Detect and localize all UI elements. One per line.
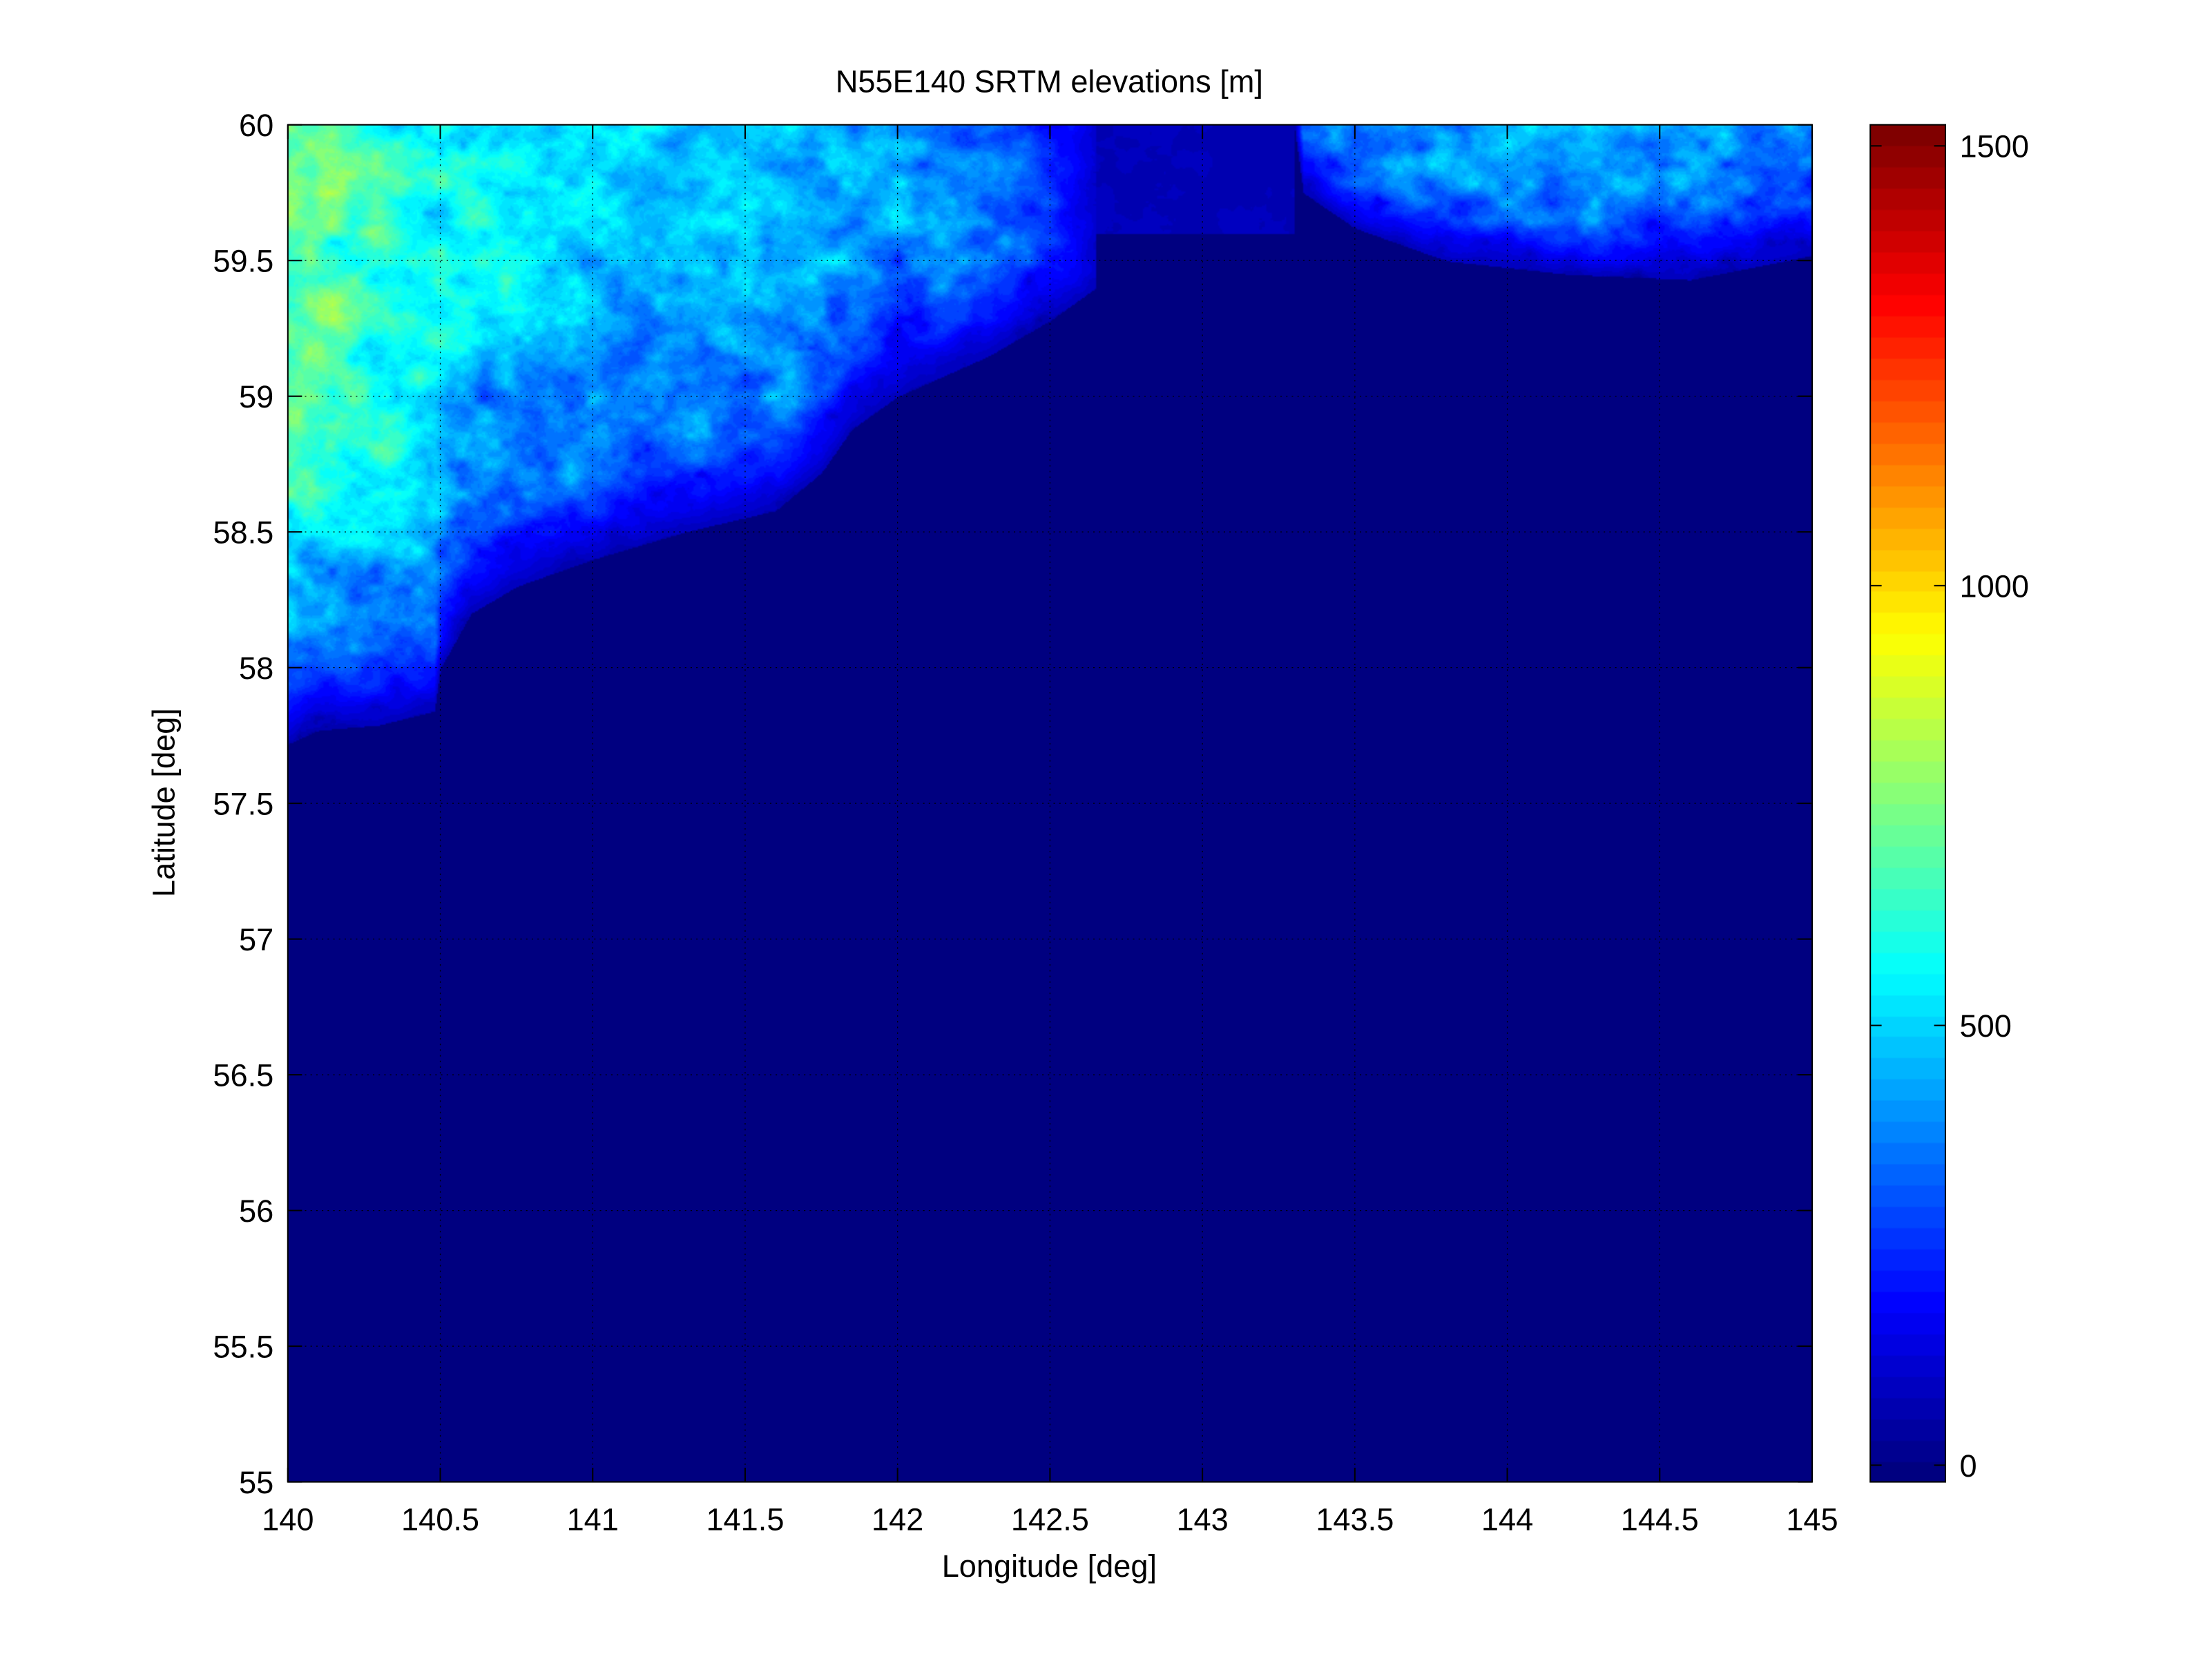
- x-tick-label: 144.5: [1621, 1502, 1699, 1537]
- x-tick-label: 142.5: [1011, 1502, 1089, 1537]
- y-tick-label: 55: [239, 1465, 273, 1500]
- colorbar: [1870, 124, 1945, 1482]
- colorbar-ticks: 0 500 1000 1500: [1870, 129, 2029, 1484]
- elevation-heatmap: [287, 124, 1812, 1482]
- x-tick-label: 143.5: [1316, 1502, 1394, 1537]
- grid-lines: [287, 124, 1812, 1482]
- x-tick-label: 140: [262, 1502, 314, 1537]
- colorbar-frame: [1869, 124, 1947, 1483]
- y-tick-label: 56.5: [213, 1058, 273, 1093]
- x-tick-label: 142: [872, 1502, 923, 1537]
- colorbar-tick-label: 1000: [1960, 568, 2029, 604]
- colorbar-tick-label: 0: [1960, 1448, 1977, 1484]
- chart-title: N55E140 SRTM elevations [m]: [836, 64, 1263, 99]
- plot-frame: [287, 124, 1814, 1483]
- y-tick-label: 58.5: [213, 515, 273, 550]
- y-tick-label: 55.5: [213, 1330, 273, 1365]
- x-tick-label: 141.5: [706, 1502, 784, 1537]
- x-tick-label: 140.5: [401, 1502, 479, 1537]
- y-tick-label: 59: [239, 379, 273, 414]
- x-tick-label: 143: [1176, 1502, 1228, 1537]
- y-tick-label: 59.5: [213, 244, 273, 279]
- y-tick-label: 58: [239, 651, 273, 686]
- y-tick-label: 57: [239, 922, 273, 957]
- x-tick-label: 144: [1481, 1502, 1533, 1537]
- y-tick-label: 57.5: [213, 787, 273, 822]
- axis-ticks: 140 140.5 141 141.5 142 142.5 143 143.5 144 144.5…: [213, 108, 1838, 1537]
- y-tick-label: 56: [239, 1193, 273, 1229]
- y-tick-label: 60: [239, 108, 273, 143]
- x-axis-label: Longitude [deg]: [942, 1548, 1157, 1584]
- y-axis-label: Latitude [deg]: [146, 708, 182, 897]
- x-tick-label: 145: [1786, 1502, 1838, 1537]
- colorbar-tick-label: 500: [1960, 1008, 2012, 1044]
- x-tick-label: 141: [567, 1502, 619, 1537]
- colorbar-tick-label: 1500: [1960, 129, 2029, 164]
